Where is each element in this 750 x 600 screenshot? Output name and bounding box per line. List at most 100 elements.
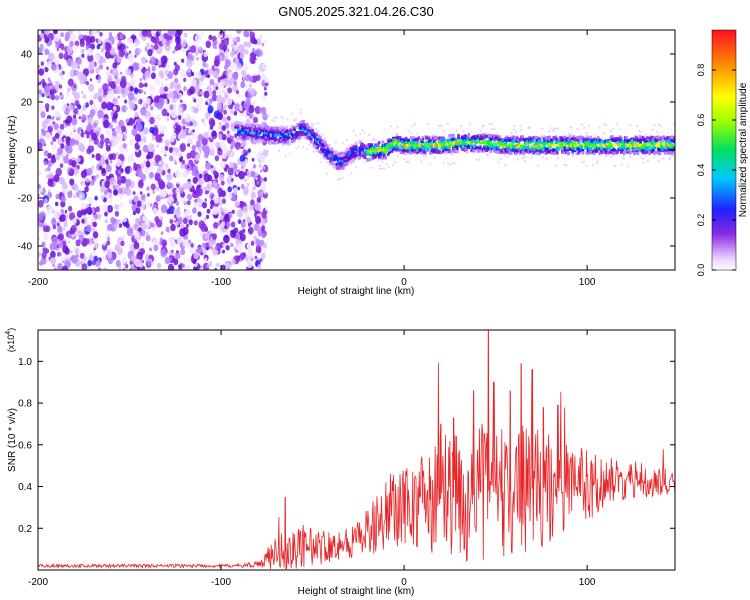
spectrogram-cell (400, 143, 403, 146)
spectrogram-cell (264, 114, 267, 117)
spectrogram-cell (93, 31, 98, 37)
spectrogram-cell (567, 152, 571, 156)
spectrogram-cell (46, 60, 52, 69)
colorbar-tick-label: 0.2 (696, 214, 706, 227)
spectrogram-cell (174, 169, 181, 178)
spectrogram-cell (303, 123, 307, 127)
spectrogram-cell (621, 149, 624, 153)
spectrogram-cell (221, 264, 226, 270)
spectrogram-cell (291, 112, 294, 115)
spectrogram-cell (649, 133, 652, 136)
spectrogram-cell (187, 258, 191, 263)
spectrogram-cell (418, 140, 421, 143)
spectrogram-cell (657, 160, 660, 163)
spectrogram-cell (337, 164, 340, 167)
spectrogram-cell (348, 157, 351, 161)
spectrogram-cell (661, 147, 664, 151)
spectrogram-cell (378, 168, 381, 170)
spectrogram-cell (331, 155, 335, 159)
spectrogram-cell (180, 130, 187, 139)
spectrogram-cell (59, 123, 65, 130)
spectrogram-cell (252, 267, 256, 270)
spectrogram-cell (539, 140, 542, 144)
spectrogram-cell (549, 141, 553, 145)
spectrogram-cell (160, 248, 167, 258)
spectrogram-cell (433, 139, 436, 143)
spectrogram-cell (340, 151, 344, 155)
spectrogram-cell (331, 150, 335, 154)
spectrogram-cell (259, 154, 266, 163)
spectrogram-cell (455, 129, 458, 132)
spectrogram-cell (143, 91, 147, 95)
spectrogram-cell (302, 124, 305, 129)
spectrogram-cell (68, 168, 75, 177)
spectrogram-cell (249, 94, 252, 98)
spectrogram-cell (277, 135, 280, 138)
spectrogram-cell (592, 164, 594, 167)
spectrogram-cell (347, 159, 350, 163)
spectrogram-cell (363, 131, 366, 134)
spectrogram-cell (91, 94, 94, 99)
spectrogram-cell (385, 162, 388, 165)
spectrogram-cell (216, 102, 223, 110)
spectrogram-cell (453, 147, 456, 150)
spectrogram-cell (192, 60, 196, 66)
spectrogram-cell (42, 247, 47, 253)
spectrogram-cell (96, 44, 101, 50)
spectrogram-cell (394, 148, 398, 152)
spectrogram-cell (477, 146, 481, 150)
spectrogram-cell (180, 196, 187, 205)
spectrogram-cell (223, 77, 229, 85)
spectrogram-cell (646, 160, 649, 162)
spectrogram-cell (66, 87, 71, 93)
spectrogram-cell (377, 155, 381, 159)
spectrogram-cell (232, 84, 239, 93)
spectrogram-cell (47, 125, 53, 133)
spectrogram-cell (246, 176, 249, 181)
spectrogram-cell (529, 140, 532, 144)
spectrogram-cell (239, 113, 243, 117)
spectrogram-cell (218, 49, 222, 53)
spectrogram-cell (94, 108, 99, 114)
spectrogram-cell (215, 141, 221, 149)
spectrogram-cell (389, 125, 392, 128)
spectrogram-cell (247, 258, 253, 266)
spectrogram-cell (454, 140, 458, 144)
spectrogram-cell (109, 81, 116, 89)
spectrogram-cell (208, 241, 213, 247)
spectrogram-cell (70, 61, 77, 69)
spectrogram-cell (497, 161, 500, 164)
spectrogram-cell (199, 173, 203, 179)
spectrogram-cell (539, 144, 542, 146)
spectrogram-cell (98, 90, 101, 94)
spectrogram-cell (585, 135, 589, 139)
spectrogram-cell (67, 191, 73, 199)
spectrogram-cell (240, 122, 243, 125)
spectrogram-cell (661, 145, 664, 149)
spectrogram-cell (40, 61, 44, 66)
spectrogram-cell (599, 146, 603, 150)
spectrogram-cell (222, 249, 226, 254)
spectrogram-cell (258, 135, 262, 140)
spectrogram-cell (85, 238, 90, 245)
spectrogram-cell (185, 181, 192, 190)
spectrogram-cell (47, 77, 51, 82)
spectrogram-cell (122, 143, 127, 149)
spectrogram-cell (550, 147, 553, 150)
spectrogram-cell (115, 183, 120, 190)
spectrogram-cell (471, 151, 474, 154)
spectrogram-cell (69, 178, 75, 186)
spectrogram-cell (246, 216, 252, 224)
spectrogram-cell (661, 142, 664, 146)
spectrogram-cell (207, 105, 214, 114)
spectrogram-cell (538, 145, 541, 149)
spectrogram-cell (631, 149, 634, 152)
spectrogram-cell (644, 133, 647, 136)
spectrogram-cell (524, 146, 527, 150)
spectrogram-cell (169, 39, 173, 44)
spectrogram-cell (41, 147, 46, 153)
spectrogram-cell (169, 104, 174, 111)
spectrogram-cell (375, 148, 378, 152)
spectrogram-cell (618, 139, 622, 143)
spectrogram-cell (249, 132, 252, 134)
